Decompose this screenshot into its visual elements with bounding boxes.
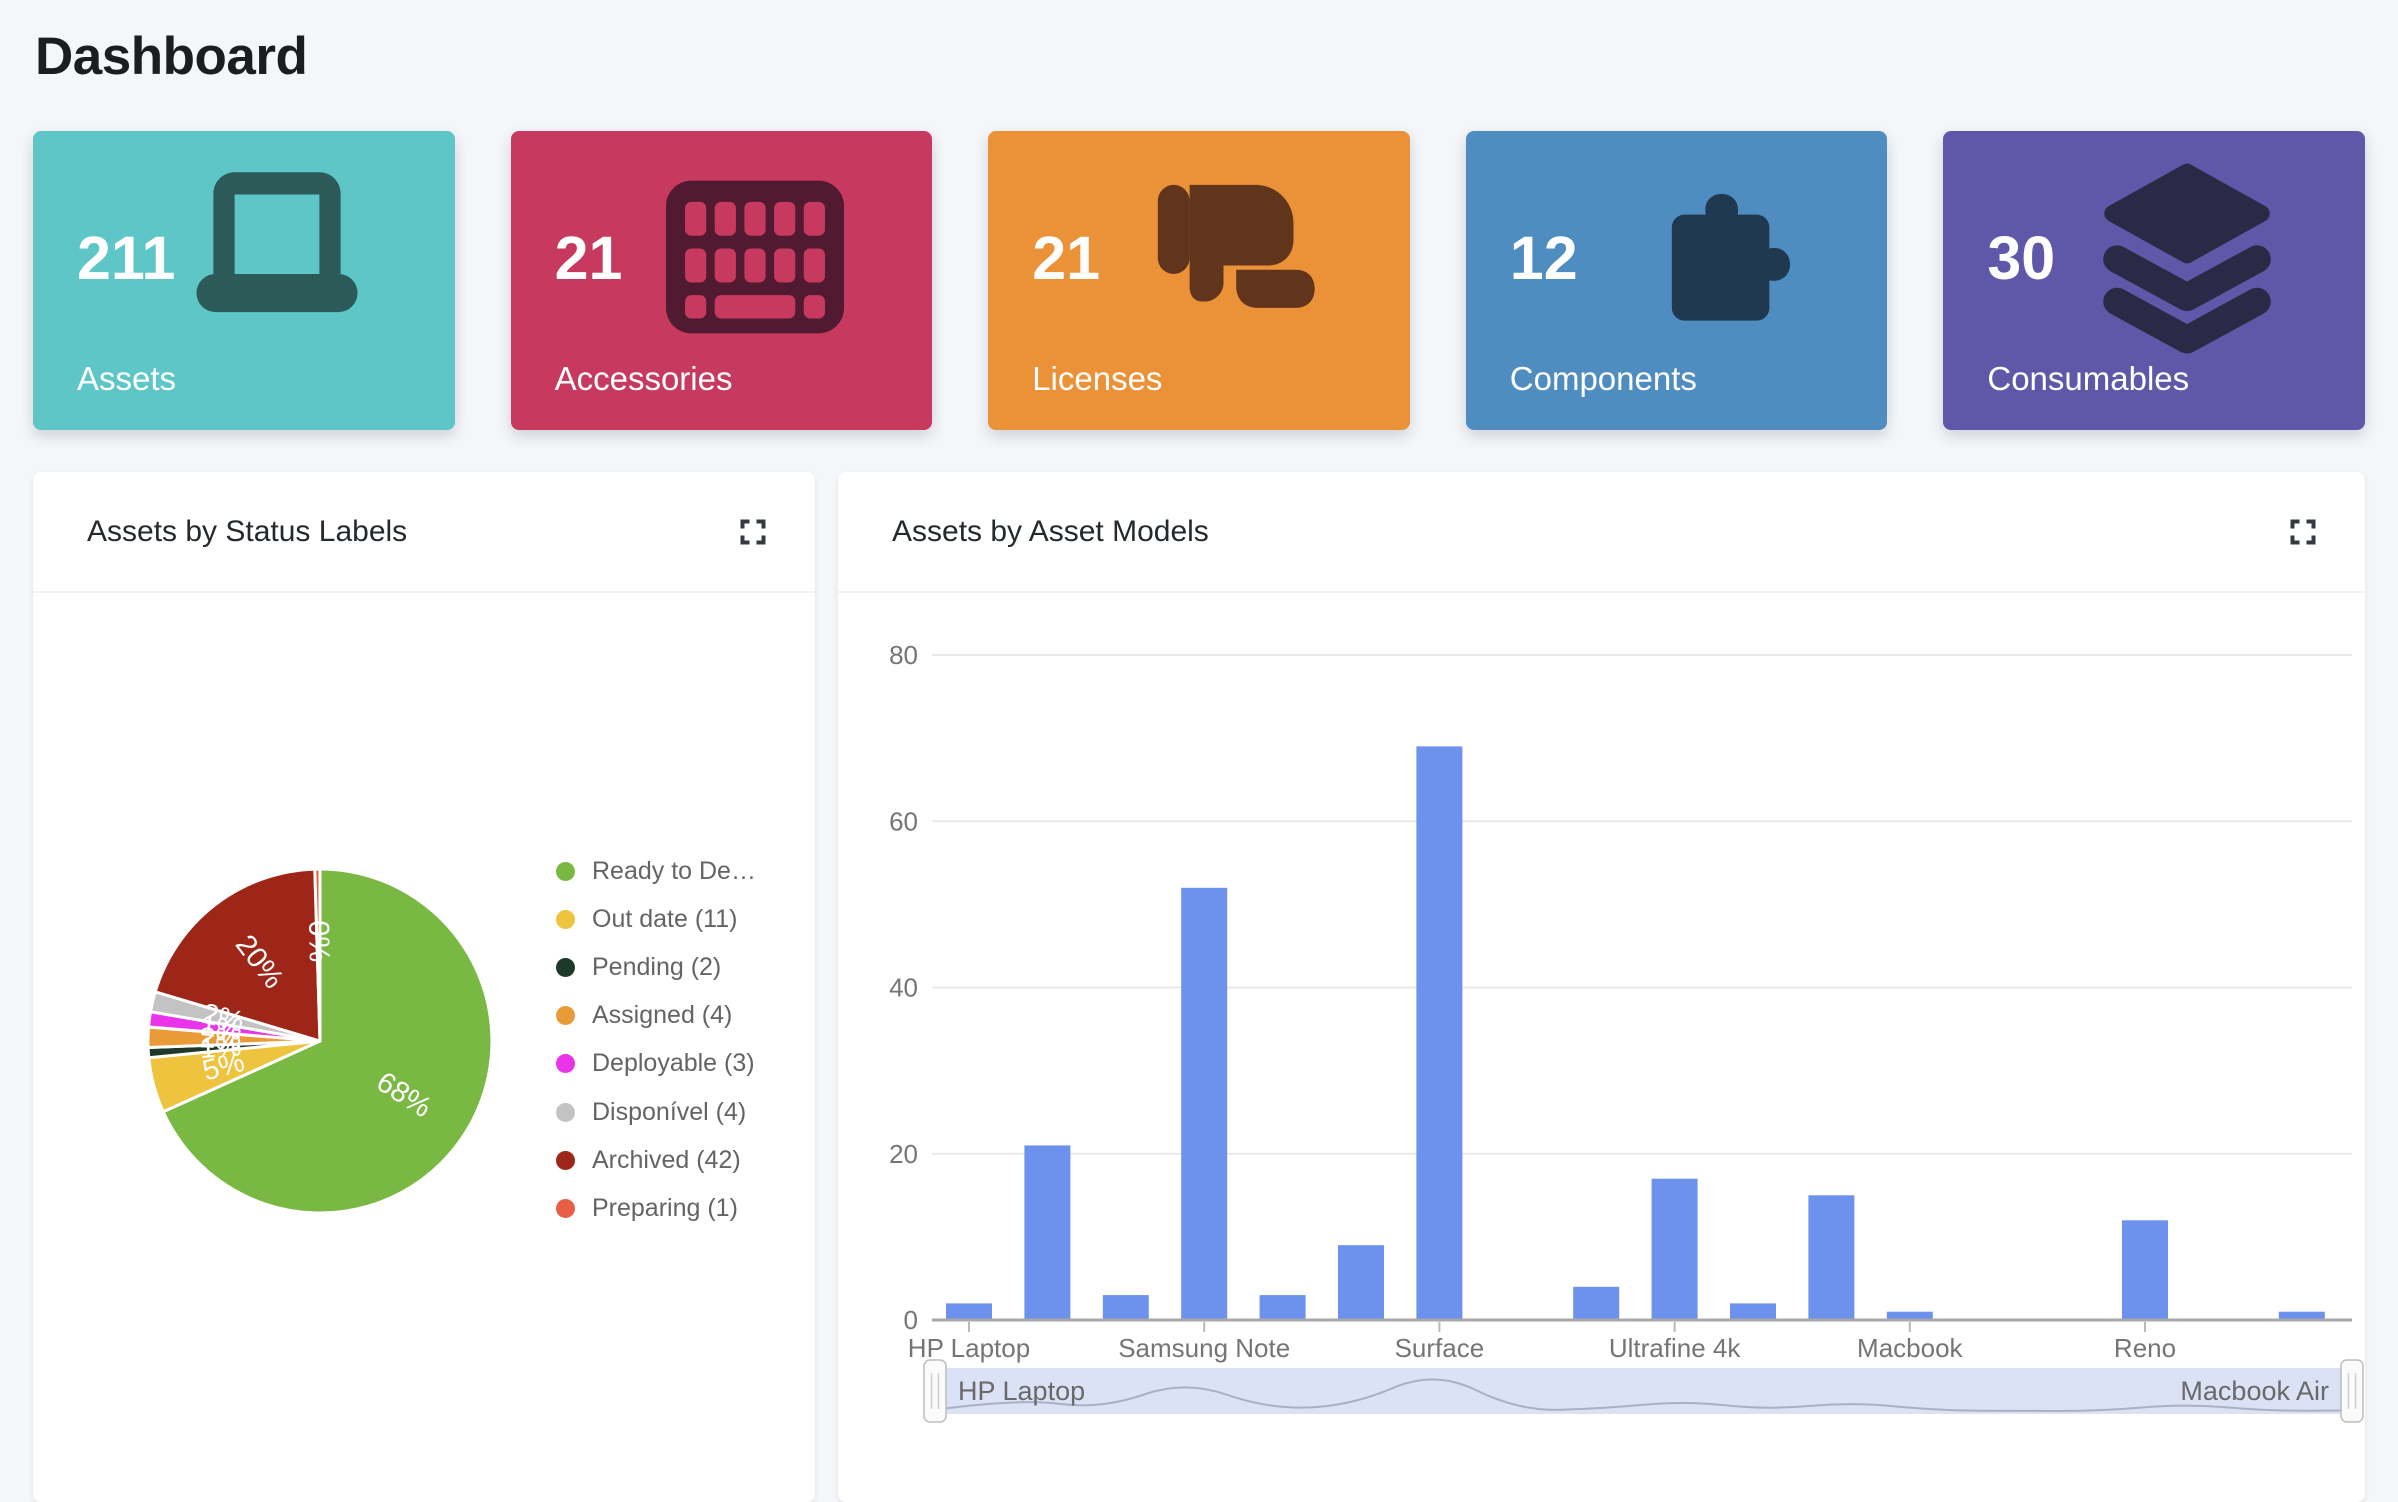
models-panel-header: Assets by Asset Models [838, 472, 2365, 593]
legend-dot-icon [556, 1198, 575, 1218]
components-card[interactable]: 12 Components [1465, 131, 1888, 430]
legend-label: Deployable (3) [592, 1049, 755, 1078]
bar[interactable] [1024, 1145, 1071, 1320]
x-axis-label: Ultrafine 4k [1609, 1333, 1741, 1363]
expand-icon[interactable] [739, 518, 767, 546]
consumables-card[interactable]: 30 Consumables [1943, 131, 2365, 430]
legend-dot-icon [556, 1054, 575, 1074]
puzzle-piece-icon [1671, 193, 1790, 321]
legend-dot-icon [556, 1102, 575, 1122]
legend-label: Ready to De… [592, 856, 756, 885]
pie-percent-label: 1% [198, 1030, 242, 1065]
status-panel-header: Assets by Status Labels [33, 472, 815, 593]
x-axis-label: Macbook [1857, 1333, 1963, 1363]
assets-card[interactable]: 211 Assets [33, 131, 455, 430]
legend-item[interactable]: Deployable (3) [556, 1040, 755, 1088]
legend-item[interactable]: Out date (11) [556, 895, 737, 943]
x-axis-label: Reno [2114, 1333, 2176, 1363]
bar[interactable] [946, 1303, 992, 1320]
expand-icon[interactable] [2289, 518, 2317, 546]
legend-label: Disponível (4) [592, 1097, 747, 1126]
laptop-icon [196, 172, 358, 313]
licenses-card-label: Licenses [1032, 360, 1163, 397]
bar[interactable] [1181, 887, 1228, 1321]
legend-dot-icon [556, 1150, 575, 1170]
status-labels-panel: Assets by Status Labels 68% 5% 1% 2% 1% 2% 20%… [33, 472, 815, 1502]
legend-dot-icon [556, 909, 575, 929]
bar[interactable] [1102, 1295, 1149, 1320]
bar[interactable] [1886, 1311, 1933, 1320]
assets-count: 211 [77, 224, 176, 292]
pie-slice[interactable] [161, 867, 494, 1215]
keyboard-icon [665, 180, 844, 334]
licenses-card[interactable]: 21 Licenses [988, 131, 1410, 430]
y-axis-label: 40 [889, 973, 918, 1003]
panels-row: Assets by Status Labels 68% 5% 1% 2% 1% 2% 20%… [33, 472, 2365, 1502]
legend-item[interactable]: Archived (42) [556, 1136, 741, 1184]
assets-card-label: Assets [77, 360, 177, 397]
legend-item[interactable]: Disponível (4) [556, 1088, 746, 1136]
y-axis-label: 80 [889, 640, 918, 670]
accessories-count: 21 [554, 224, 623, 292]
legend-item[interactable]: Assigned (4) [556, 992, 732, 1040]
bar[interactable] [2278, 1311, 2325, 1320]
range-slider-start-label: HP Laptop [958, 1376, 1085, 1406]
consumables-count: 30 [1987, 224, 2056, 292]
page-title: Dashboard [35, 27, 308, 86]
x-axis-label: Samsung Note [1118, 1333, 1290, 1363]
summary-cards: 211 Assets 21 Accessories [33, 131, 2365, 430]
pie-percent-label: 2% [199, 1022, 242, 1055]
bar[interactable] [1416, 746, 1463, 1320]
y-axis-label: 20 [889, 1139, 918, 1169]
legend-label: Preparing (1) [592, 1193, 738, 1222]
bar[interactable] [1573, 1286, 1620, 1321]
y-axis-label: 0 [904, 1305, 918, 1335]
components-count: 12 [1509, 224, 1578, 292]
layers-icon [2103, 163, 2272, 354]
range-slider-preview-line [934, 1378, 2353, 1413]
pie-percent-label: 1% [198, 1010, 244, 1047]
licenses-count: 21 [1032, 224, 1101, 292]
scroll-icon [1157, 184, 1315, 308]
asset-models-panel: Assets by Asset Models 0 20 40 60 80 HP Lapto… [838, 472, 2365, 1502]
pie-slice[interactable] [153, 867, 322, 1043]
legend-item[interactable]: Ready to De… [556, 847, 756, 895]
legend-dot-icon [556, 861, 575, 881]
bar[interactable] [1338, 1245, 1384, 1320]
bar[interactable] [1259, 1295, 1306, 1320]
accessories-card[interactable]: 21 Accessories [510, 131, 933, 430]
x-axis-label: Surface [1395, 1333, 1485, 1363]
status-pie-chart[interactable]: 68%5%1%2%1%2%20% 0% [33, 593, 815, 1453]
legend-label: Assigned (4) [592, 1001, 733, 1030]
dashboard-page: Dashboard 211 Assets [0, 26, 2398, 1502]
pie-percent-label: 0% [302, 920, 335, 962]
bar[interactable] [1651, 1178, 1698, 1320]
consumables-card-label: Consumables [1987, 360, 2190, 397]
y-axis-label: 60 [889, 806, 918, 836]
status-panel-body: 68% 5% 1% 2% 1% 2% 20% 0% Ready to De… Out date … [33, 593, 815, 1502]
range-slider-left-handle[interactable] [923, 1359, 947, 1423]
models-panel-title: Assets by Asset Models [892, 514, 1209, 548]
range-slider-end-label: Macbook Air [2180, 1376, 2329, 1406]
accessories-card-label: Accessories [554, 360, 733, 397]
legend-item[interactable]: Preparing (1) [556, 1184, 738, 1232]
legend-dot-icon [556, 957, 575, 977]
legend-dot-icon [556, 1006, 575, 1026]
range-slider-right-handle[interactable] [2340, 1359, 2364, 1423]
range-slider-track[interactable] [935, 1368, 2352, 1414]
pie-slice[interactable] [313, 867, 322, 1043]
legend-label: Pending (2) [592, 952, 722, 981]
legend-label: Out date (11) [592, 904, 738, 933]
legend-label: Archived (42) [592, 1145, 741, 1174]
legend-item[interactable]: Pending (2) [556, 943, 721, 991]
x-axis-label: HP Laptop [908, 1333, 1030, 1363]
models-panel-body: 0 20 40 60 80 HP Laptop Samsung Note Surface Ult… [838, 593, 2365, 1502]
bar[interactable] [1808, 1195, 1855, 1320]
components-card-label: Components [1509, 360, 1697, 397]
models-bar-chart[interactable]: 0 20 40 60 80 HP Laptop Samsung Note Surface Ult… [838, 593, 2366, 1453]
bar[interactable] [2122, 1220, 2168, 1321]
bar[interactable] [1730, 1303, 1776, 1320]
status-panel-title: Assets by Status Labels [87, 514, 408, 548]
